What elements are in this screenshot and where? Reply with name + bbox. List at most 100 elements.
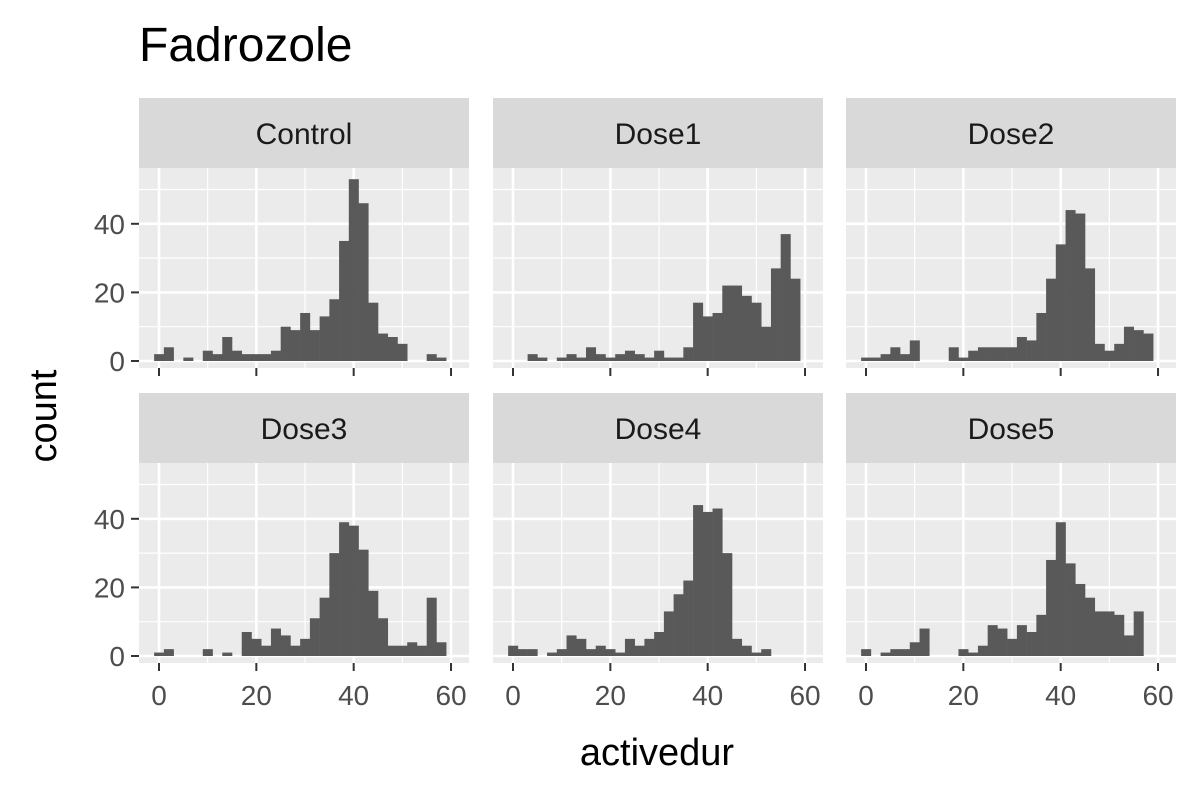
- x-tick-label: 60: [1142, 680, 1173, 711]
- facet-strip: [139, 98, 469, 168]
- histogram-bar: [202, 649, 213, 656]
- histogram-bar: [624, 350, 635, 361]
- panel-background: [493, 463, 823, 663]
- histogram-bar: [241, 631, 252, 656]
- histogram-bar: [948, 347, 959, 361]
- histogram-bar: [722, 553, 733, 656]
- x-tick-label: 60: [435, 680, 466, 711]
- histogram-bar: [280, 635, 291, 656]
- histogram-bar: [1123, 326, 1134, 361]
- facet-panel-dose5: Dose5 0 20 40 60: [846, 393, 1176, 711]
- y-tick-label: 40: [94, 504, 125, 535]
- histogram-bar: [348, 525, 359, 656]
- facet-strip: [846, 98, 1176, 168]
- facet-strip: [139, 393, 469, 463]
- histogram-bar: [673, 357, 684, 361]
- histogram-bar: [1007, 638, 1018, 656]
- facet-strip-label: Control: [256, 118, 353, 151]
- histogram-bar: [644, 357, 655, 361]
- histogram-bar: [309, 618, 320, 656]
- histogram-bar: [644, 638, 655, 656]
- histogram-bar: [595, 645, 606, 656]
- histogram-bar: [761, 649, 772, 656]
- histogram-bar: [751, 652, 762, 656]
- histogram-bar: [387, 645, 398, 656]
- histogram-bar: [261, 645, 272, 656]
- histogram-bar: [615, 354, 626, 361]
- histogram-bar: [634, 354, 645, 361]
- histogram-bar: [702, 511, 713, 656]
- histogram-bar: [1055, 522, 1066, 656]
- histogram-bar: [576, 638, 587, 656]
- histogram-bar: [880, 652, 891, 656]
- facet-strip: [493, 98, 823, 168]
- facet-strip-label: Dose3: [261, 413, 348, 446]
- histogram-bar: [790, 278, 801, 361]
- histogram-bar: [673, 594, 684, 656]
- histogram-bar: [202, 350, 213, 361]
- histogram-bar: [1055, 244, 1066, 361]
- histogram-bar: [968, 350, 979, 361]
- facet-strip: [493, 393, 823, 463]
- histogram-bar: [290, 645, 301, 656]
- facet-panel-dose3: Dose3 0 20 40 0 20 40 60: [94, 393, 469, 711]
- histogram-bar: [1075, 583, 1086, 656]
- histogram-bar: [958, 649, 969, 656]
- histogram-bar: [654, 631, 665, 656]
- histogram-bar: [1085, 268, 1096, 361]
- histogram-bar: [909, 642, 920, 656]
- histogram-bar: [1065, 210, 1076, 361]
- histogram-bar: [586, 649, 597, 656]
- facet-panel-dose4: Dose4 0 20 40 60: [493, 393, 823, 711]
- histogram-bar: [1075, 213, 1086, 361]
- histogram-bar: [566, 354, 577, 361]
- facet-strip-label: Dose4: [615, 413, 702, 446]
- histogram-bar: [1026, 340, 1037, 361]
- histogram-bar: [634, 645, 645, 656]
- y-tick-label: 40: [94, 209, 125, 240]
- histogram-bar: [1046, 559, 1057, 656]
- histogram-bar: [1016, 625, 1027, 656]
- histogram-bar: [780, 234, 791, 361]
- facet-panel-control: Control 0 20 40: [94, 98, 469, 377]
- histogram-bar: [154, 354, 165, 361]
- histogram-bar: [968, 652, 979, 656]
- histogram-bar: [722, 285, 733, 361]
- histogram-bar: [183, 357, 194, 361]
- panel-background: [846, 168, 1176, 368]
- x-tick-label: 40: [692, 680, 723, 711]
- histogram-bar: [654, 350, 665, 361]
- histogram-bar: [1133, 611, 1144, 656]
- histogram-bar: [222, 652, 233, 656]
- x-tick-label: 60: [789, 680, 820, 711]
- histogram-bar: [527, 649, 538, 656]
- histogram-bar: [977, 347, 988, 361]
- y-tick-label: 20: [94, 277, 125, 308]
- facet-strip-label: Dose2: [968, 118, 1055, 151]
- histogram-bar: [997, 347, 1008, 361]
- histogram-bar: [368, 590, 379, 656]
- y-axis-label: count: [23, 369, 65, 462]
- histogram-bar: [163, 347, 174, 361]
- histogram-bar: [624, 638, 635, 656]
- histogram-bar: [1143, 333, 1154, 361]
- histogram-bar: [319, 316, 330, 361]
- histogram-bar: [329, 299, 340, 361]
- x-tick-label: 20: [241, 680, 272, 711]
- histogram-bar: [378, 333, 389, 361]
- facet-panel-dose2: Dose2: [846, 98, 1176, 376]
- histogram-bar: [1114, 343, 1125, 361]
- histogram-bar: [251, 638, 262, 656]
- histogram-bar: [900, 354, 911, 361]
- histogram-bar: [547, 652, 558, 656]
- histogram-bar: [1114, 614, 1125, 656]
- x-tick-label: 40: [338, 680, 369, 711]
- histogram-bar: [741, 645, 752, 656]
- histogram-bar: [368, 302, 379, 361]
- histogram-bar: [329, 553, 340, 656]
- histogram-bar: [890, 649, 901, 656]
- histogram-bar: [987, 625, 998, 656]
- histogram-bar: [1094, 611, 1105, 656]
- histogram-bar: [1065, 563, 1076, 656]
- x-tick-label: 0: [858, 680, 874, 711]
